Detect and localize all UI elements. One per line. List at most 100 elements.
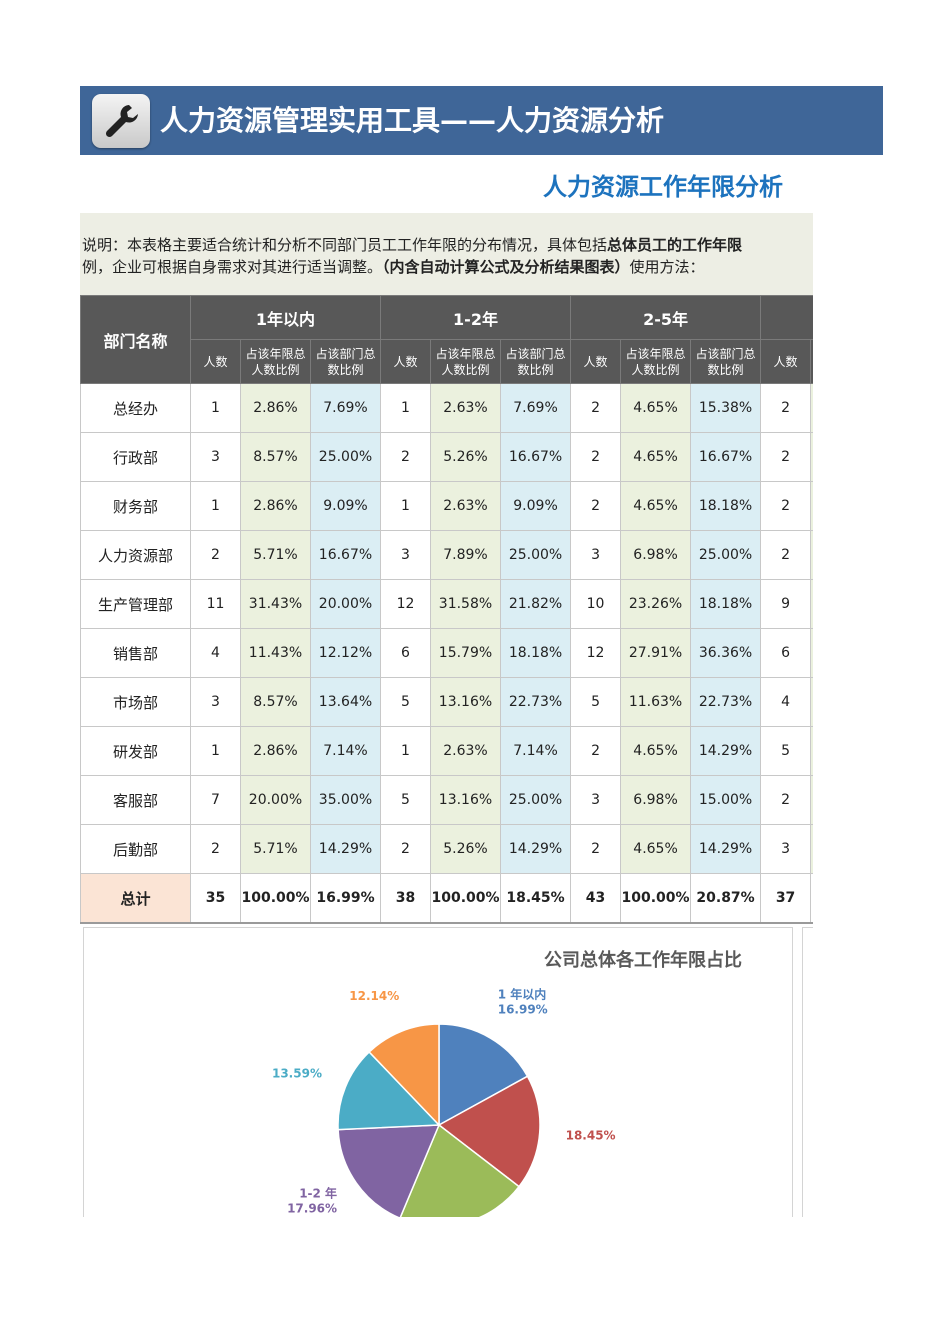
table-cell[interactable]: 27.91% (620, 628, 692, 678)
table-cell[interactable]: 15.38% (690, 383, 762, 433)
pie-chart-panel[interactable]: 公司总体各工作年限占比 1 年以内 16.99% 18.45% 1-2 年 17.96%… (83, 927, 793, 1217)
table-cell[interactable]: 2.86% (240, 383, 311, 433)
table-cell[interactable]: 15.79% (430, 628, 501, 678)
pie-slice[interactable] (337, 1050, 441, 1131)
table-cell[interactable]: 100.00% (430, 873, 501, 924)
pie-slice[interactable] (438, 1023, 529, 1127)
table-cell[interactable]: 14.29% (690, 726, 762, 776)
table-cell[interactable]: 5.71% (240, 824, 311, 874)
table-cell[interactable]: 2.63% (430, 481, 501, 531)
table-cell[interactable]: 5.26% (430, 432, 501, 482)
table-cell[interactable]: 20.87% (690, 873, 762, 924)
table-cell[interactable]: 3 (760, 824, 812, 874)
table-cell[interactable]: 16.67% (690, 432, 762, 482)
table-cell[interactable]: 20.00% (310, 579, 381, 629)
table-cell[interactable]: 6.98% (620, 530, 692, 580)
table-cell[interactable]: 8.57% (240, 432, 311, 482)
table-cell[interactable]: 12 (380, 579, 431, 629)
table-cell[interactable]: 2 (760, 775, 812, 825)
dept-cell[interactable]: 总计 (80, 873, 191, 924)
table-cell[interactable]: 4 (760, 677, 812, 727)
table-cell[interactable]: 4.65% (620, 383, 692, 433)
table-cell[interactable]: 25.00% (499, 775, 572, 825)
second-chart-panel[interactable] (802, 927, 813, 1217)
table-cell[interactable] (810, 824, 813, 874)
table-cell[interactable]: 36.36% (690, 628, 762, 678)
table-cell[interactable] (810, 579, 813, 629)
table-cell[interactable]: 2.86% (240, 481, 311, 531)
table-cell[interactable]: 4.65% (620, 726, 692, 776)
dept-cell[interactable]: 客服部 (80, 775, 191, 825)
table-cell[interactable]: 11.43% (240, 628, 311, 678)
table-cell[interactable]: 2 (570, 432, 622, 482)
table-cell[interactable] (810, 383, 813, 433)
table-cell[interactable] (810, 726, 813, 776)
dept-cell[interactable]: 生产管理部 (80, 579, 191, 629)
table-cell[interactable]: 14.29% (310, 824, 381, 874)
table-cell[interactable]: 8.57% (240, 677, 311, 727)
table-cell[interactable]: 100.00% (240, 873, 311, 924)
table-cell[interactable]: 1 (380, 383, 431, 433)
pie-slice[interactable] (368, 1023, 440, 1127)
table-cell[interactable]: 15.00% (690, 775, 762, 825)
table-cell[interactable]: 3 (190, 677, 241, 727)
table-cell[interactable]: 2 (570, 383, 622, 433)
table-cell[interactable]: 14.29% (690, 824, 762, 874)
table-cell[interactable]: 13.16% (430, 677, 501, 727)
table-cell[interactable]: 5 (570, 677, 622, 727)
table-cell[interactable] (810, 530, 813, 580)
table-cell[interactable]: 7.89% (430, 530, 501, 580)
dept-cell[interactable]: 后勤部 (80, 824, 191, 874)
table-cell[interactable]: 20.00% (240, 775, 311, 825)
table-cell[interactable]: 6 (760, 628, 812, 678)
table-cell[interactable]: 2 (380, 432, 431, 482)
table-cell[interactable]: 14.29% (499, 824, 572, 874)
table-cell[interactable]: 10 (570, 579, 622, 629)
table-cell[interactable]: 5.71% (240, 530, 311, 580)
table-cell[interactable]: 35.00% (310, 775, 381, 825)
table-cell[interactable]: 4 (190, 628, 241, 678)
table-cell[interactable]: 31.58% (430, 579, 501, 629)
table-cell[interactable]: 13.64% (310, 677, 381, 727)
table-cell[interactable]: 2 (380, 824, 431, 874)
table-cell[interactable]: 9 (760, 579, 812, 629)
table-cell[interactable]: 7 (190, 775, 241, 825)
table-cell[interactable]: 38 (380, 873, 431, 924)
table-cell[interactable]: 7.14% (499, 726, 572, 776)
table-cell[interactable]: 100.00% (620, 873, 692, 924)
table-cell[interactable]: 12.12% (310, 628, 381, 678)
table-cell[interactable] (810, 873, 813, 924)
table-cell[interactable]: 2 (570, 481, 622, 531)
table-cell[interactable]: 2 (760, 383, 812, 433)
table-cell[interactable]: 1 (380, 726, 431, 776)
table-cell[interactable]: 12 (570, 628, 622, 678)
table-cell[interactable]: 2.63% (430, 726, 501, 776)
table-cell[interactable]: 18.45% (499, 873, 572, 924)
dept-cell[interactable]: 市场部 (80, 677, 191, 727)
table-cell[interactable]: 3 (570, 775, 622, 825)
table-cell[interactable] (810, 432, 813, 482)
table-cell[interactable]: 9.09% (310, 481, 381, 531)
table-cell[interactable]: 6.98% (620, 775, 692, 825)
table-cell[interactable]: 2 (570, 824, 622, 874)
dept-cell[interactable]: 财务部 (80, 481, 191, 531)
table-cell[interactable]: 16.67% (310, 530, 381, 580)
table-cell[interactable]: 1 (380, 481, 431, 531)
table-cell[interactable]: 2.63% (430, 383, 501, 433)
table-cell[interactable] (810, 775, 813, 825)
table-cell[interactable]: 5 (760, 726, 812, 776)
table-cell[interactable]: 25.00% (310, 432, 381, 482)
table-cell[interactable]: 18.18% (690, 579, 762, 629)
table-cell[interactable]: 2 (190, 530, 241, 580)
table-cell[interactable]: 1 (190, 726, 241, 776)
table-cell[interactable]: 18.18% (499, 628, 572, 678)
table-cell[interactable] (810, 481, 813, 531)
table-cell[interactable]: 43 (570, 873, 622, 924)
table-cell[interactable]: 25.00% (499, 530, 572, 580)
table-cell[interactable]: 18.18% (690, 481, 762, 531)
table-cell[interactable]: 3 (380, 530, 431, 580)
dept-cell[interactable]: 销售部 (80, 628, 191, 678)
table-cell[interactable]: 16.99% (310, 873, 381, 924)
table-cell[interactable]: 2 (190, 824, 241, 874)
table-cell[interactable]: 22.73% (499, 677, 572, 727)
